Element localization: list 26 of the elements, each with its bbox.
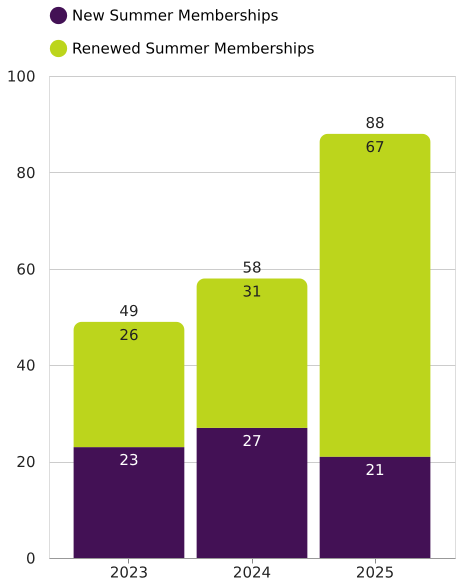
data-label: 31 xyxy=(242,282,262,300)
bar xyxy=(74,322,184,448)
total-label: 88 xyxy=(365,114,385,132)
data-label: 21 xyxy=(365,460,385,479)
x-tick-label: 2025 xyxy=(356,564,394,582)
bar xyxy=(74,447,184,558)
y-tick-label: 20 xyxy=(16,453,36,472)
total-label: 49 xyxy=(119,302,139,320)
bar xyxy=(320,456,430,558)
legend-label: Renewed Summer Memberships xyxy=(72,40,315,58)
data-label: 23 xyxy=(119,451,139,470)
total-label: 58 xyxy=(242,258,262,276)
y-tick-label: 80 xyxy=(16,164,36,182)
legend-label: New Summer Memberships xyxy=(72,6,279,24)
bar xyxy=(196,278,308,428)
y-tick-label: 40 xyxy=(16,356,36,375)
y-tick-label: 60 xyxy=(16,260,36,278)
bar xyxy=(196,428,308,558)
data-label: 67 xyxy=(365,138,385,156)
x-tick-label: 2023 xyxy=(110,564,148,582)
data-label: 27 xyxy=(242,432,262,450)
x-tick-label: 2024 xyxy=(232,564,272,582)
y-tick-label: 0 xyxy=(26,550,36,568)
bar xyxy=(320,134,430,457)
data-label: 26 xyxy=(119,326,139,344)
y-tick-label: 100 xyxy=(6,68,36,86)
